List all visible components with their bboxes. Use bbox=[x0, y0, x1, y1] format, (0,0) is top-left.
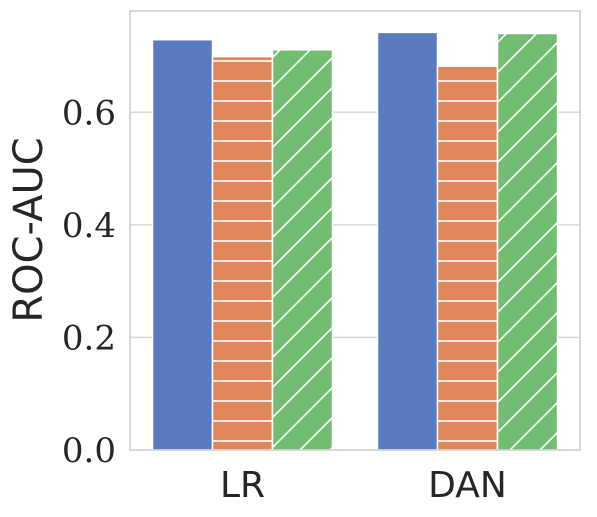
bar-dan-1 bbox=[376, 31, 439, 451]
y-tick-labels: 0.0 0.2 0.4 0.6 bbox=[62, 93, 116, 471]
x-tick-label-dan: DAN bbox=[428, 465, 507, 506]
y-tick-label: 0.0 bbox=[62, 431, 116, 471]
y-tick-label: 0.2 bbox=[62, 318, 116, 358]
y-axis-label: ROC-AUC bbox=[6, 137, 52, 322]
bar-lr-3 bbox=[271, 49, 334, 451]
y-tick-label: 0.6 bbox=[62, 93, 116, 133]
bars bbox=[151, 31, 559, 451]
y-tick-label: 0.4 bbox=[62, 206, 116, 246]
bar-lr-1 bbox=[151, 38, 214, 451]
x-tick-labels: LR DAN bbox=[220, 465, 507, 506]
x-tick-label-lr: LR bbox=[220, 465, 265, 506]
bar-dan-2 bbox=[436, 65, 499, 451]
plot-frame bbox=[129, 10, 581, 451]
bar-dan-3 bbox=[496, 32, 559, 451]
bar-lr-2 bbox=[211, 55, 274, 451]
